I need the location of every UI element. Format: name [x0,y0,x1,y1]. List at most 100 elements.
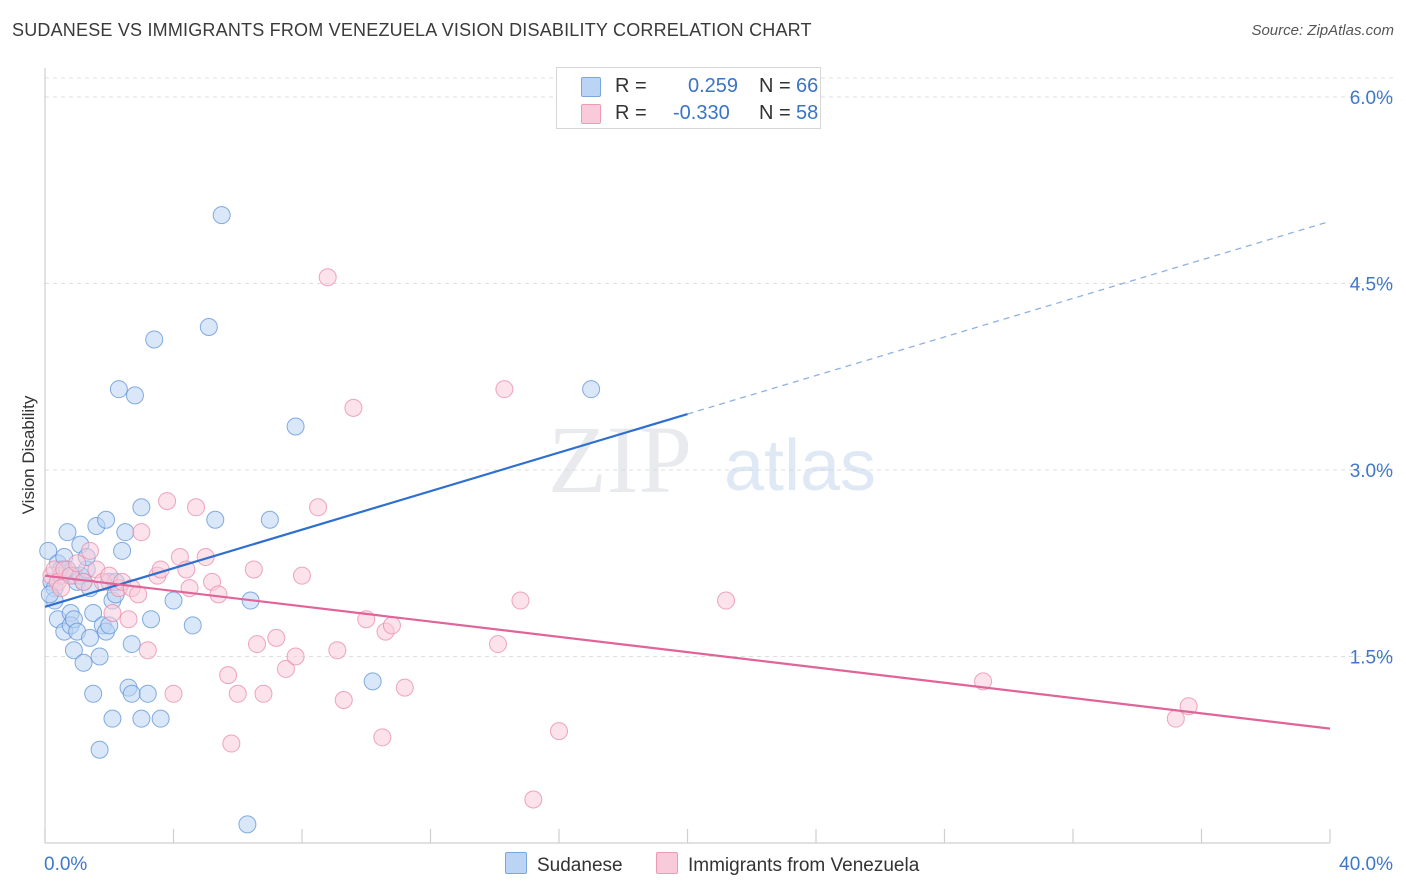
point-venezuela [219,666,238,685]
point-sudanese [116,523,135,542]
point-venezuela [222,734,241,753]
point-venezuela [52,579,71,598]
y-tick-label: 1.5% [1350,648,1393,669]
trend-line-venezuela [44,574,1331,730]
point-sudanese [125,386,144,405]
point-venezuela [244,560,263,579]
point-venezuela [524,790,543,809]
y-tick-label: 4.5% [1350,275,1393,296]
point-sudanese [103,709,122,728]
point-venezuela [138,641,157,660]
point-sudanese [183,616,202,635]
legend-swatch-sudanese [505,852,527,874]
trend-line-sudanese [44,412,688,608]
point-venezuela [186,498,205,517]
legend-label-sudanese: Sudanese [537,855,623,876]
legend-swatch-venezuela [581,104,601,124]
point-sudanese [84,603,103,622]
point-sudanese [122,684,141,703]
point-sudanese [39,541,58,560]
point-venezuela [318,268,337,287]
point-sudanese [97,510,116,529]
point-venezuela [158,492,177,511]
point-sudanese [113,541,132,560]
point-sudanese [122,635,141,654]
point-sudanese [74,653,93,672]
source-credit: Source: ZipAtlas.com [1251,22,1394,39]
legend-r-label: R = [615,75,647,97]
data-points [39,206,1198,834]
point-venezuela [248,635,267,654]
point-sudanese [238,815,257,834]
point-venezuela [103,603,122,622]
bottom-legend-venezuela: Immigrants from Venezuela [656,852,919,877]
bottom-legend-sudanese: Sudanese [505,852,623,877]
point-sudanese [90,647,109,666]
x-tick-label-min: 0.0% [44,854,87,875]
point-venezuela [286,647,305,666]
point-venezuela [382,616,401,635]
trend-line-sudanese-extension [687,220,1331,415]
point-venezuela [267,628,286,647]
point-sudanese [199,318,218,337]
point-venezuela [334,691,353,710]
point-sudanese [582,380,601,399]
watermark-zip: ZIP [548,406,692,513]
point-venezuela [228,684,247,703]
point-venezuela [68,554,87,573]
y-tick-label: 6.0% [1350,88,1393,109]
trend-lines [44,220,1331,730]
point-venezuela [395,678,414,697]
legend-label-venezuela: Immigrants from Venezuela [688,855,920,876]
legend-n-label: N = [759,75,791,97]
point-sudanese [164,591,183,610]
tick-labels: 1.5% 3.0% 4.5% 6.0% 0.0% 40.0% [44,88,1393,875]
legend-n-value: 66 [796,75,819,97]
point-venezuela [164,684,183,703]
chart-title: SUDANESE VS IMMIGRANTS FROM VENEZUELA VI… [12,20,812,40]
stats-legend: R = 0.259 N = 66 R = -0.330 N = 58 [556,67,821,129]
point-sudanese [132,498,151,517]
point-sudanese [58,523,77,542]
point-venezuela [309,498,328,517]
point-venezuela [373,728,392,747]
point-venezuela [495,380,514,399]
point-sudanese [109,380,128,399]
point-venezuela [344,398,363,417]
y-tick-label: 3.0% [1350,461,1393,482]
point-venezuela [80,541,99,560]
point-sudanese [206,510,225,529]
legend-r-value: -0.330 [673,102,730,124]
point-venezuela [254,684,273,703]
point-sudanese [138,684,157,703]
legend-swatch-sudanese [581,77,601,97]
legend-r-label: R = [615,102,647,124]
legend-r-value: 0.259 [688,75,739,97]
point-venezuela [119,610,138,629]
point-venezuela [209,585,228,604]
axes [44,68,1331,844]
point-sudanese [151,709,170,728]
point-sudanese [260,510,279,529]
point-venezuela [550,722,568,741]
legend-n-label: N = [759,102,791,124]
point-venezuela [132,523,151,542]
point-sudanese [286,417,305,436]
point-venezuela [511,591,530,610]
x-tick-label-max: 40.0% [1339,854,1393,875]
point-venezuela [328,641,347,660]
point-sudanese [142,610,161,629]
point-venezuela [1166,709,1185,728]
y-axis-label: Vision Disability [19,395,38,514]
point-venezuela [717,591,736,610]
point-sudanese [64,641,83,660]
point-sudanese [212,206,231,225]
point-venezuela [293,566,311,585]
point-sudanese [132,709,151,728]
point-venezuela [488,635,507,654]
point-sudanese [84,684,103,703]
point-venezuela [974,672,993,691]
legend-swatch-venezuela [656,852,678,874]
point-venezuela [276,659,295,678]
